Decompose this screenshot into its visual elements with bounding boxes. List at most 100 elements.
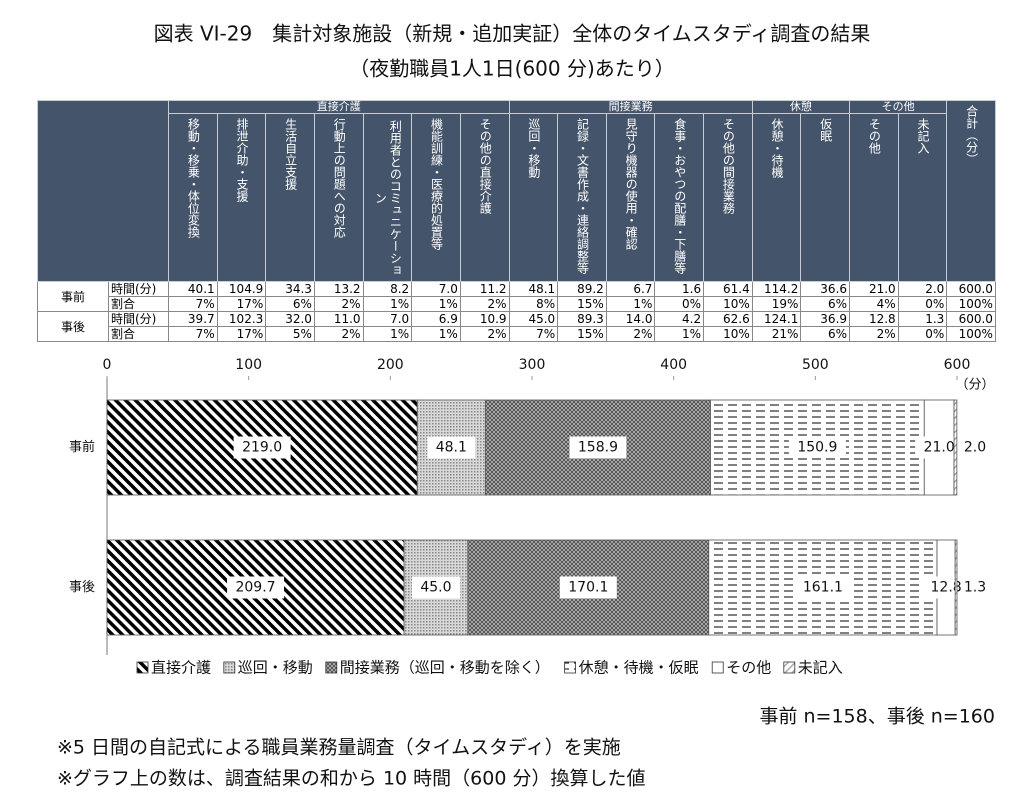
cell: 61.4 — [703, 281, 753, 297]
legend-swatch — [136, 661, 149, 674]
cell: 13.2 — [313, 281, 364, 297]
cell: 7.0 — [362, 311, 413, 327]
cell: 0% — [654, 296, 705, 312]
cell: 48.1 — [508, 281, 559, 297]
cell: 15% — [557, 296, 607, 312]
cell: 7% — [168, 296, 218, 312]
cell: 124.1 — [751, 311, 802, 327]
label-box — [559, 576, 617, 599]
cell: 19% — [751, 296, 802, 312]
cell: 1.3 — [897, 311, 948, 327]
value-label: 48.1 — [436, 440, 467, 456]
value-label: 219.0 — [242, 440, 282, 456]
value-label: 21.0 — [924, 440, 955, 456]
column-header: 移動・移乗・体位変換 — [168, 113, 218, 282]
cell: 34.3 — [265, 281, 315, 297]
legend-swatch — [223, 661, 236, 674]
value-label: 161.1 — [803, 580, 843, 596]
cell: 11.0 — [313, 311, 364, 327]
cell: 4% — [849, 296, 899, 312]
x-tick-label: 600 — [944, 357, 971, 373]
label-box — [427, 436, 476, 459]
bar-segment — [954, 539, 958, 636]
cell: 32.0 — [265, 311, 315, 327]
value-label: 209.7 — [235, 580, 275, 596]
column-header: その他の間接業務 — [703, 113, 753, 282]
data-row: 事前 時間(分) 40.1 104.9 34.3 13.2 8.2 7.0 11.2 48.1 89… — [37, 281, 996, 312]
cell: 10% — [703, 296, 753, 312]
cell: 21.0 — [849, 281, 899, 297]
group-header: 間接業務 — [508, 100, 753, 114]
cell: 102.3 — [216, 311, 267, 327]
legend-label: 巡回・移動 — [238, 659, 313, 677]
cell: 2% — [605, 326, 656, 342]
x-axis-unit: （分） — [955, 378, 994, 393]
table-wrapper: 直接介護 間接業務 休憩 その他 合計（分） 移動・移乗・体位変換 排泄介助・支援 生活自立支… — [37, 100, 996, 342]
column-header-text: 見守り機器の使用・確認 — [624, 118, 639, 250]
x-tick-label: 300 — [519, 357, 546, 373]
cell: 10% — [703, 326, 753, 342]
cell: 2% — [459, 326, 510, 342]
cell: 5% — [265, 326, 315, 342]
data-row: 割合 7% 17% 5% 2% 1% 1% 2% 7% 15% 2% 1% 10% 21% 6% 2% 0% 10… — [38, 326, 996, 342]
header-row: 移動・移乗・体位変換 排泄介助・支援 生活自立支援 行動上の問題への対応 利用者とのコミ… — [38, 113, 996, 282]
cell: 2% — [313, 296, 364, 312]
column-header-text: 移動・移乗・体位変換 — [186, 118, 201, 238]
sub-row-label: 割合 — [108, 326, 169, 342]
sub-row-label: 時間(分) — [108, 311, 169, 327]
cell: 100% — [946, 296, 996, 312]
cell: 62.6 — [703, 311, 753, 327]
column-header: 食事・おやつの配膳・下膳等 — [654, 113, 705, 282]
column-header-text: 記録・文書作成・連絡調整等 — [575, 118, 590, 274]
cell: 12.8 — [849, 311, 899, 327]
cell: 36.9 — [800, 311, 851, 327]
column-header: その他 — [849, 113, 899, 282]
table-head: 直接介護 間接業務 休憩 その他 合計（分） 移動・移乗・体位変換 排泄介助・支援 生活自立支… — [37, 100, 996, 282]
cell: 4.2 — [654, 311, 705, 327]
cell: 40.1 — [168, 281, 218, 297]
cell: 6% — [800, 296, 851, 312]
sub-row-label: 割合 — [108, 296, 169, 312]
sub-row-label: 時間(分) — [108, 281, 169, 297]
column-header: 行動上の問題への対応 — [313, 113, 364, 282]
cell: 600.0 — [946, 281, 996, 297]
value-label: 1.3 — [964, 580, 986, 596]
cell: 15% — [557, 326, 607, 342]
legend-label: その他 — [726, 659, 771, 677]
cell: 45.0 — [508, 311, 559, 327]
value-label: 170.1 — [568, 580, 608, 596]
sample-size-note: 事前 n=158、事後 n=160 — [759, 706, 995, 728]
column-header-text: 未記入 — [915, 118, 930, 154]
column-header-text: 巡回・移動 — [526, 118, 541, 178]
data-row: 割合 7% 17% 6% 2% 1% 1% 2% 8% 15% 1% 0% 10% 19% 6% 4% 0% 10… — [38, 296, 996, 312]
title: 図表 VI-29 集計対象施設（新規・追加実証）全体のタイムスタディ調査の結果 — [154, 22, 871, 46]
label-box — [794, 576, 852, 599]
cell: 6% — [265, 296, 315, 312]
column-header-text: その他の直接介護 — [478, 118, 493, 214]
y-tick-label: 事後 — [69, 580, 95, 595]
column-header: 仮眠 — [800, 113, 851, 282]
row-label: 事後 — [37, 311, 109, 342]
cell: 8.2 — [362, 281, 413, 297]
cell: 0% — [897, 326, 948, 342]
cell: 89.3 — [557, 311, 607, 327]
footnote: ※5 日間の自記式による職員業務量調査（タイムスタディ）を実施 — [57, 737, 621, 759]
cell: 89.2 — [557, 281, 607, 297]
group-header: その他 — [849, 100, 948, 114]
column-header: 排泄介助・支援 — [216, 113, 267, 282]
x-tick-label: 0 — [103, 357, 112, 373]
cell: 39.7 — [168, 311, 218, 327]
cell: 2% — [459, 296, 510, 312]
header-corner — [37, 100, 169, 282]
cell: 2.0 — [897, 281, 948, 297]
label-box — [569, 436, 627, 459]
column-header: 記録・文書作成・連絡調整等 — [557, 113, 607, 282]
column-header-text: 利用者とのコミュニケーション — [373, 120, 403, 276]
column-header: 利用者とのコミュニケーション — [362, 113, 413, 282]
cell: 17% — [216, 326, 267, 342]
cell: 1% — [362, 296, 413, 312]
cell: 1% — [411, 326, 461, 342]
cell: 6.7 — [605, 281, 656, 297]
cell: 100% — [946, 326, 996, 342]
